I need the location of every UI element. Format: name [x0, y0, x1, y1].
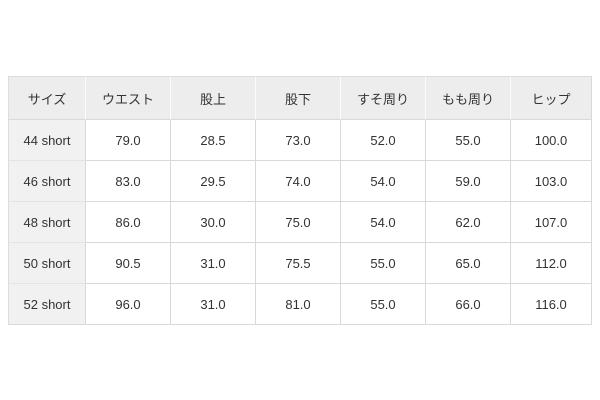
table-cell: 86.0: [86, 202, 171, 243]
table-cell: 100.0: [511, 120, 592, 161]
table-row: 46 short 83.0 29.5 74.0 54.0 59.0 103.0: [8, 161, 592, 202]
row-header: 52 short: [8, 284, 86, 325]
row-header: 46 short: [8, 161, 86, 202]
table-cell: 29.5: [171, 161, 256, 202]
row-header: 44 short: [8, 120, 86, 161]
column-header-inseam: 股下: [256, 76, 341, 120]
table-cell: 30.0: [171, 202, 256, 243]
table-cell: 103.0: [511, 161, 592, 202]
table-cell: 116.0: [511, 284, 592, 325]
table-cell: 79.0: [86, 120, 171, 161]
table-cell: 107.0: [511, 202, 592, 243]
table-row: 50 short 90.5 31.0 75.5 55.0 65.0 112.0: [8, 243, 592, 284]
table-cell: 65.0: [426, 243, 511, 284]
table-cell: 112.0: [511, 243, 592, 284]
table-cell: 75.0: [256, 202, 341, 243]
column-header-waist: ウエスト: [86, 76, 171, 120]
table-cell: 55.0: [341, 243, 426, 284]
table-cell: 90.5: [86, 243, 171, 284]
table-cell: 55.0: [426, 120, 511, 161]
table-cell: 52.0: [341, 120, 426, 161]
column-header-rise: 股上: [171, 76, 256, 120]
column-header-thigh: もも周り: [426, 76, 511, 120]
table-cell: 73.0: [256, 120, 341, 161]
table-cell: 31.0: [171, 284, 256, 325]
table-row: 52 short 96.0 31.0 81.0 55.0 66.0 116.0: [8, 284, 592, 325]
row-header: 50 short: [8, 243, 86, 284]
table-row: 48 short 86.0 30.0 75.0 54.0 62.0 107.0: [8, 202, 592, 243]
header-row: サイズ ウエスト 股上 股下 すそ周り もも周り ヒップ: [8, 76, 592, 120]
column-header-hem: すそ周り: [341, 76, 426, 120]
column-header-hip: ヒップ: [511, 76, 592, 120]
table-cell: 59.0: [426, 161, 511, 202]
size-chart-table: サイズ ウエスト 股上 股下 すそ周り もも周り ヒップ 44 short 79…: [8, 76, 592, 325]
column-header-size: サイズ: [8, 76, 86, 120]
table-cell: 74.0: [256, 161, 341, 202]
table-cell: 66.0: [426, 284, 511, 325]
table-cell: 81.0: [256, 284, 341, 325]
table-cell: 75.5: [256, 243, 341, 284]
table-cell: 28.5: [171, 120, 256, 161]
table-cell: 55.0: [341, 284, 426, 325]
table-cell: 83.0: [86, 161, 171, 202]
table-cell: 54.0: [341, 161, 426, 202]
table-cell: 54.0: [341, 202, 426, 243]
row-header: 48 short: [8, 202, 86, 243]
table-cell: 62.0: [426, 202, 511, 243]
table-cell: 96.0: [86, 284, 171, 325]
table-cell: 31.0: [171, 243, 256, 284]
table-row: 44 short 79.0 28.5 73.0 52.0 55.0 100.0: [8, 120, 592, 161]
